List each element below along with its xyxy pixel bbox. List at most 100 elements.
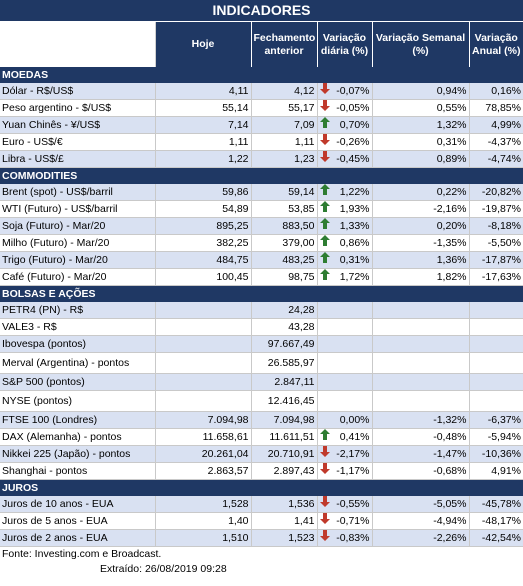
indicator-name: Merval (Argentina) - pontos [0, 352, 155, 374]
value-variacao-semanal: 0,55% [371, 99, 469, 117]
arrow-down-icon [319, 446, 330, 457]
header-variacao-diaria: Variação diária (%) [317, 22, 373, 67]
indicator-name: Nikkei 225 (Japão) - pontos [0, 445, 155, 463]
value-fechamento: 7.094,98 [250, 411, 317, 429]
value-variacao-semanal: 1,36% [371, 251, 469, 269]
variacao-diaria-text: 0,00% [339, 414, 370, 426]
value-variacao-semanal: 1,82% [371, 268, 469, 286]
value-variacao-anual: -48,17% [468, 512, 523, 530]
indicator-name: Soja (Futuro) - Mar/20 [0, 217, 155, 235]
value-variacao-diaria: 0,86% [316, 234, 372, 252]
value-hoje: 54,89 [154, 200, 251, 218]
value-fechamento: 26.585,97 [250, 352, 317, 374]
value-fechamento: 7,09 [250, 116, 317, 134]
value-variacao-anual: -20,82% [468, 184, 523, 201]
indicator-row: Brent (spot) - US$/barril 59,86 59,14 1,22%… [0, 184, 523, 201]
value-variacao-anual: -4,37% [468, 133, 523, 151]
arrow-down-icon [319, 530, 330, 541]
value-variacao-anual [468, 373, 523, 391]
variacao-diaria-text: 1,33% [339, 220, 370, 232]
value-hoje: 55,14 [154, 99, 251, 117]
value-variacao-semanal: -2,26% [371, 529, 469, 547]
value-fechamento: 97.667,49 [250, 335, 317, 353]
indicator-row: Shanghai - pontos 2.863,57 2.897,43 -1,17% -… [0, 462, 523, 480]
trend-indicator [319, 530, 330, 546]
value-variacao-diaria [316, 373, 372, 391]
arrow-down-icon [319, 496, 330, 507]
value-variacao-semanal: 0,89% [371, 150, 469, 168]
arrow-down-icon [319, 83, 330, 94]
trend-indicator [319, 100, 330, 116]
value-fechamento: 1,11 [250, 133, 317, 151]
indicator-name: WTI (Futuro) - US$/barril [0, 200, 155, 218]
value-hoje: 382,25 [154, 234, 251, 252]
header-fechamento: Fechamento anterior [251, 22, 318, 67]
value-variacao-diaria: -0,05% [316, 99, 372, 117]
value-fechamento: 12.416,45 [250, 390, 317, 412]
section-title: COMMODITIES [0, 167, 523, 184]
trend-indicator [319, 513, 330, 529]
indicator-name: PETR4 (PN) - R$ [0, 302, 155, 319]
value-variacao-diaria: 1,93% [316, 200, 372, 218]
indicator-name: Juros de 2 anos - EUA [0, 529, 155, 547]
trend-indicator [319, 83, 330, 99]
value-variacao-diaria: 1,72% [316, 268, 372, 286]
section-header: COMMODITIES [0, 167, 523, 184]
value-variacao-diaria: -0,55% [316, 496, 372, 513]
value-fechamento: 55,17 [250, 99, 317, 117]
value-variacao-anual [468, 352, 523, 374]
arrow-up-icon [319, 235, 330, 246]
indicator-name: Café (Futuro) - Mar/20 [0, 268, 155, 286]
value-fechamento: 1,523 [250, 529, 317, 547]
value-fechamento: 379,00 [250, 234, 317, 252]
variacao-diaria-text: 0,86% [339, 237, 370, 249]
value-hoje: 1,528 [154, 496, 251, 513]
indicator-name: Peso argentino - $/US$ [0, 99, 155, 117]
value-fechamento: 2.897,43 [250, 462, 317, 480]
variacao-diaria-text: -0,71% [336, 515, 370, 527]
value-variacao-anual: -42,54% [468, 529, 523, 547]
indicator-name: Juros de 10 anos - EUA [0, 496, 155, 513]
value-variacao-anual: 4,91% [468, 462, 523, 480]
value-variacao-semanal: 0,31% [371, 133, 469, 151]
arrow-down-icon [319, 513, 330, 524]
variacao-diaria-text: -0,26% [336, 136, 370, 148]
value-hoje: 11.658,61 [154, 428, 251, 446]
trend-indicator [319, 151, 330, 167]
value-variacao-anual: -6,37% [468, 411, 523, 429]
indicator-row: Soja (Futuro) - Mar/20 895,25 883,50 1,33% 0… [0, 217, 523, 235]
value-variacao-diaria: 0,00% [316, 411, 372, 429]
variacao-diaria-text: 0,70% [339, 119, 370, 131]
indicator-row: Nikkei 225 (Japão) - pontos 20.261,04 20.7… [0, 445, 523, 463]
trend-indicator [319, 184, 330, 200]
indicators-table: Hoje Fechamento anterior Variação diária… [0, 22, 523, 547]
indicator-row: Peso argentino - $/US$ 55,14 55,17 -0,05% 0,… [0, 99, 523, 117]
variacao-diaria-text: 0,41% [339, 431, 370, 443]
value-fechamento: 98,75 [250, 268, 317, 286]
value-variacao-diaria: -2,17% [316, 445, 372, 463]
indicator-name: Dólar - R$/US$ [0, 83, 155, 100]
footer-extracted: Extraído: 26/08/2019 09:28 [100, 563, 227, 575]
value-variacao-semanal [371, 373, 469, 391]
value-variacao-diaria [316, 390, 372, 412]
value-variacao-semanal [371, 390, 469, 412]
trend-indicator [319, 463, 330, 479]
value-hoje: 1,40 [154, 512, 251, 530]
indicator-row: Trigo (Futuro) - Mar/20 484,75 483,25 0,31%… [0, 251, 523, 269]
indicator-row: Libra - US$/£ 1,22 1,23 -0,45% 0,89% -4,74% [0, 150, 523, 168]
indicator-row: Dólar - R$/US$ 4,11 4,12 -0,07% 0,94% 0,16% [0, 83, 523, 100]
arrow-down-icon [319, 134, 330, 145]
arrow-up-icon [319, 117, 330, 128]
value-variacao-anual: -4,74% [468, 150, 523, 168]
arrow-up-icon [319, 252, 330, 263]
indicator-name: DAX (Alemanha) - pontos [0, 428, 155, 446]
indicator-name: Euro - US$/€ [0, 133, 155, 151]
value-hoje: 4,11 [154, 83, 251, 100]
value-variacao-diaria: 0,41% [316, 428, 372, 446]
header-row: Hoje Fechamento anterior Variação diária… [0, 22, 523, 67]
value-variacao-semanal: -4,94% [371, 512, 469, 530]
value-fechamento: 43,28 [250, 318, 317, 336]
indicator-row: WTI (Futuro) - US$/barril 54,89 53,85 1,93%… [0, 200, 523, 218]
indicator-row: FTSE 100 (Londres) 7.094,98 7.094,98 0,00% -… [0, 411, 523, 429]
indicator-name: Milho (Futuro) - Mar/20 [0, 234, 155, 252]
